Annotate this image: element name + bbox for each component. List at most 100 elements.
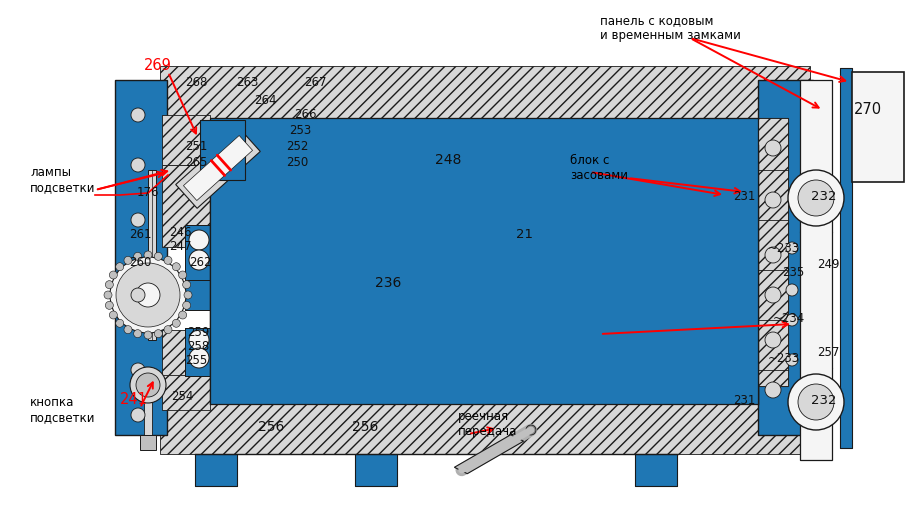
Bar [210,331,758,341]
Circle shape [110,311,117,319]
Bar [210,118,758,148]
Bar [210,187,758,195]
Circle shape [786,354,798,366]
Bar [195,454,237,486]
Circle shape [189,330,209,350]
Bar [160,402,810,454]
Text: 261: 261 [129,229,151,241]
Bar [478,145,502,403]
Bar [478,146,500,372]
Text: ~233: ~233 [768,241,800,255]
Bar [210,212,758,218]
Text: 256: 256 [352,420,379,434]
Circle shape [765,192,781,208]
Bar [210,163,758,181]
Circle shape [131,363,145,377]
Circle shape [189,348,209,368]
Bar [355,454,397,486]
Text: 232: 232 [811,393,837,407]
Circle shape [786,284,798,296]
Bar [210,305,758,313]
Bar [115,80,167,435]
Circle shape [798,384,834,420]
Circle shape [765,382,781,398]
Polygon shape [183,135,252,201]
Bar [210,342,758,356]
Circle shape [105,281,113,288]
Circle shape [131,288,145,302]
Text: 249: 249 [817,258,839,271]
Circle shape [182,301,191,309]
Circle shape [136,283,160,307]
Bar [185,225,213,280]
Circle shape [144,251,152,259]
Bar [635,454,677,486]
Circle shape [579,123,593,137]
Bar [210,312,758,328]
Text: реечная
передача: реечная передача [458,410,518,438]
Circle shape [441,123,455,137]
Circle shape [765,287,781,303]
Circle shape [124,325,132,334]
Bar [195,454,237,486]
Bar [210,194,758,206]
Circle shape [136,373,160,397]
Bar [210,198,758,212]
Bar [210,190,758,198]
Bar [210,267,758,279]
Circle shape [189,230,209,250]
Text: 259: 259 [187,327,209,340]
Text: ~234: ~234 [773,311,805,324]
Bar [340,146,362,372]
Text: ~233: ~233 [768,351,800,365]
Circle shape [131,108,145,122]
Circle shape [110,257,186,333]
Circle shape [179,311,187,319]
Bar [210,145,758,175]
Circle shape [131,408,145,422]
Bar [210,328,758,342]
Bar [162,330,212,375]
Bar [210,118,758,404]
Circle shape [765,247,781,263]
Text: 256: 256 [258,420,285,434]
Circle shape [144,331,152,339]
Bar [210,118,758,146]
Text: 268: 268 [185,76,207,89]
Bar [210,146,758,164]
Circle shape [303,123,317,137]
Bar [210,368,758,404]
Text: 264: 264 [254,94,276,107]
Text: 231: 231 [733,393,755,407]
Circle shape [130,367,166,403]
Bar [160,66,810,118]
Bar [140,435,156,450]
Text: 253: 253 [289,125,311,137]
Text: 258: 258 [187,341,209,353]
Circle shape [116,263,123,271]
Bar [340,145,364,403]
Text: 232: 232 [811,190,837,202]
Circle shape [182,281,191,288]
Circle shape [713,123,727,137]
Text: 270: 270 [854,102,882,118]
Bar [852,72,904,182]
Circle shape [124,257,132,264]
Text: 267: 267 [304,76,326,89]
Circle shape [134,252,142,261]
Circle shape [155,252,162,261]
Text: панель с кодовым
и временным замками: панель с кодовым и временным замками [600,14,740,42]
Bar [115,80,167,435]
Text: 236: 236 [375,276,402,290]
Bar [840,68,852,448]
Text: 254: 254 [170,390,193,404]
Bar [185,280,213,310]
Bar [758,118,788,386]
Text: 255: 255 [185,354,207,368]
Text: 263: 263 [236,76,258,89]
Bar [185,225,213,280]
Bar [185,328,213,376]
Circle shape [172,319,181,328]
Circle shape [110,271,117,279]
Bar [144,385,152,440]
